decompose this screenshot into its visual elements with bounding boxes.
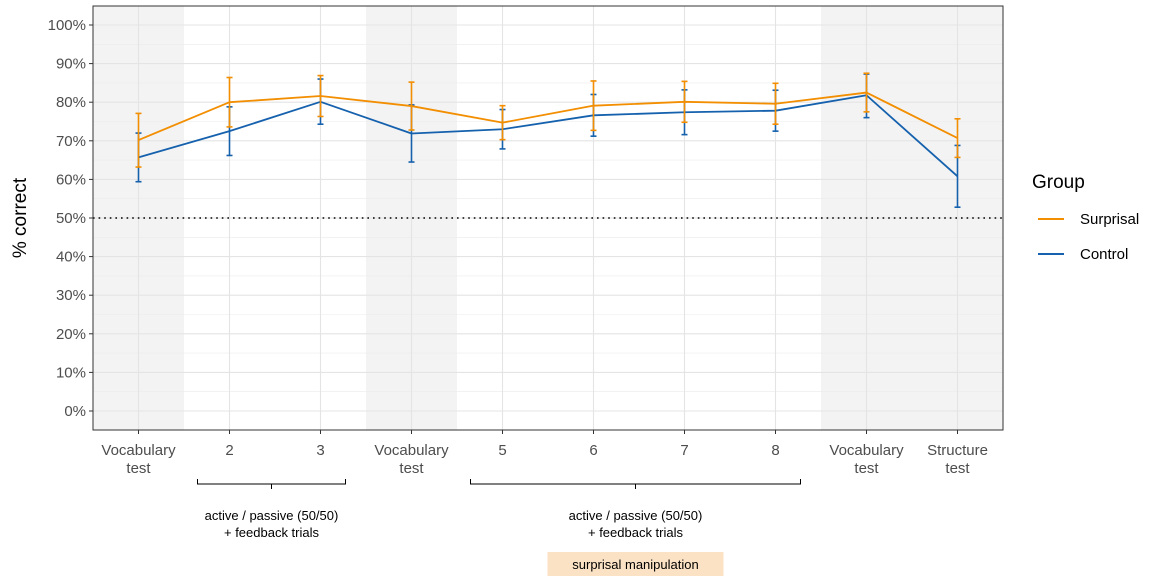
x-tick-label: Vocabulary — [374, 442, 449, 459]
annotation-group2: active / passive (50/50) + feedback trial… — [470, 479, 801, 576]
legend: Group Surprisal Control — [1032, 172, 1139, 263]
x-tick-label: test — [126, 460, 151, 477]
annotations: active / passive (50/50) + feedback trial… — [197, 479, 801, 576]
x-tick-label: 6 — [589, 442, 597, 459]
x-tick-label: 5 — [498, 442, 506, 459]
x-tick-label: Vocabulary — [101, 442, 176, 459]
x-tick-label: 3 — [316, 442, 324, 459]
y-tick-label: 60% — [56, 171, 86, 188]
x-tick-label: Structure — [927, 442, 988, 459]
x-tick-label: Vocabulary — [829, 442, 904, 459]
badge-label: surprisal manipulation — [572, 557, 698, 572]
y-tick-label: 70% — [56, 133, 86, 150]
bracket — [470, 479, 801, 489]
y-tick-label: 50% — [56, 210, 86, 227]
annotation-text: + feedback trials — [588, 525, 684, 540]
y-tick-label: 100% — [48, 17, 86, 34]
bracket — [197, 479, 346, 489]
annotation-group1: active / passive (50/50) + feedback trial… — [197, 479, 346, 540]
series-surprisal — [135, 72, 961, 168]
legend-label-surprisal: Surprisal — [1080, 211, 1139, 228]
y-tick-label: 30% — [56, 287, 86, 304]
annotation-text: active / passive (50/50) — [205, 508, 339, 523]
y-tick-label: 90% — [56, 56, 86, 73]
minor-gridlines — [93, 43, 1003, 393]
y-axis: 0% 10% 20% 30% 40% 50% 60% 70% 80% 90% 100% — [48, 17, 93, 420]
x-tick-label: 8 — [771, 442, 779, 459]
x-tick-label: test — [399, 460, 424, 477]
annotation-text: + feedback trials — [224, 525, 320, 540]
y-tick-label: 10% — [56, 364, 86, 381]
x-tick-label: test — [854, 460, 879, 477]
series-line — [138, 91, 958, 141]
y-tick-label: 40% — [56, 249, 86, 266]
series-line — [138, 94, 959, 177]
x-tick-label: 2 — [225, 442, 233, 459]
annotation-text: active / passive (50/50) — [569, 508, 703, 523]
x-tick-label: 7 — [680, 442, 688, 459]
badge-background — [547, 552, 724, 576]
legend-label-control: Control — [1080, 246, 1128, 263]
series-layer — [135, 72, 961, 208]
y-tick-label: 80% — [56, 94, 86, 111]
y-tick-label: 0% — [64, 403, 86, 420]
y-axis-label: % correct — [10, 177, 31, 258]
legend-title: Group — [1032, 172, 1085, 193]
y-tick-label: 20% — [56, 326, 86, 343]
x-tick-label: test — [945, 460, 970, 477]
